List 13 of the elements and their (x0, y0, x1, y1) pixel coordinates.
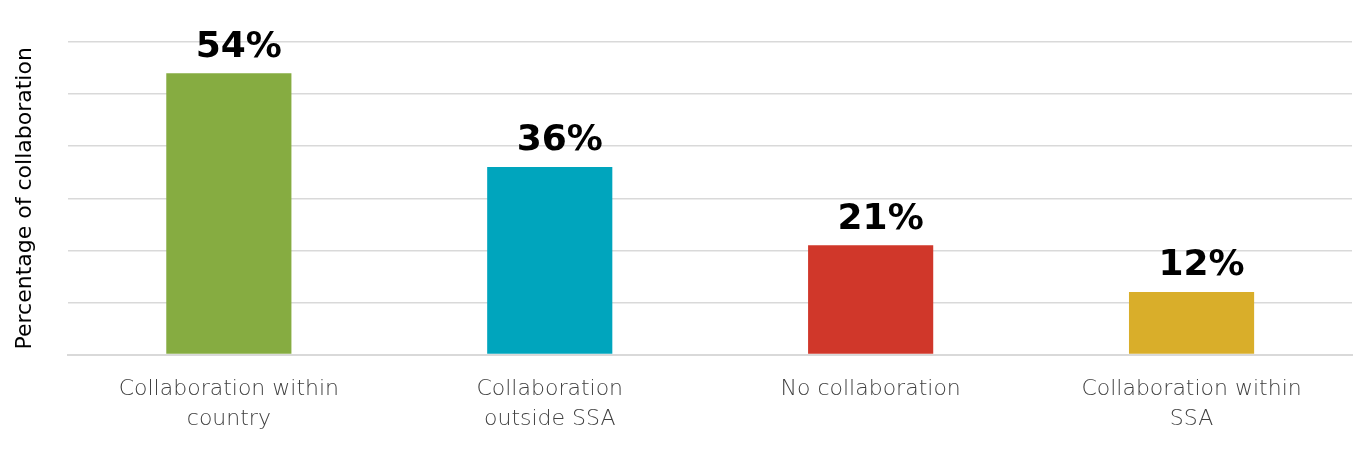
x-tick-label: Collaboration within SSA (1081, 375, 1302, 430)
bar (487, 167, 613, 354)
data-label: 12% (1158, 242, 1245, 284)
data-label: 54% (195, 23, 282, 65)
y-axis-title: Percentage of collaboration (10, 47, 36, 350)
x-tick-label: Collaboration within country (118, 375, 340, 430)
bar (808, 245, 934, 354)
data-label: 21% (837, 195, 924, 237)
data-label: 36% (516, 117, 603, 159)
x-tick-label: Collaboration outside SSA (476, 375, 624, 430)
bar (166, 73, 292, 354)
bar (1128, 292, 1255, 354)
x-tick-label: No collaboration (780, 375, 961, 401)
